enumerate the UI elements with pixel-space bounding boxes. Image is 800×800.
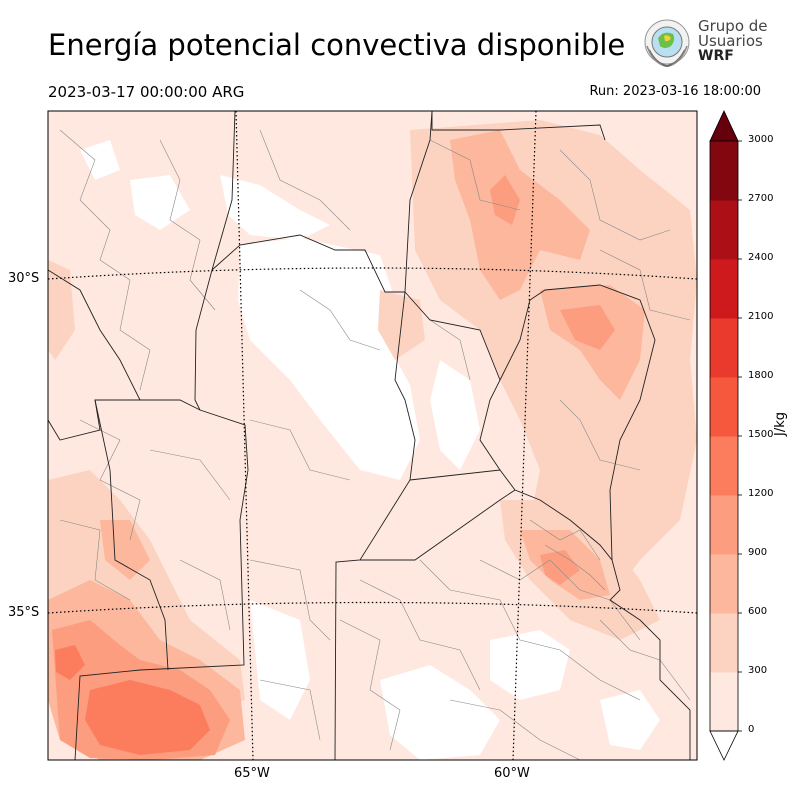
colorbar-tick-label: 0	[748, 724, 755, 735]
colorbar-segment	[710, 554, 738, 614]
colorbar-over-triangle	[709, 110, 739, 142]
map-title: Energía potencial convectiva disponible	[48, 28, 626, 62]
colorbar-tick-label: 1200	[748, 488, 774, 499]
logo-line-2: Usuarios	[698, 32, 763, 50]
colorbar-segment	[710, 318, 738, 378]
valid-time: 2023-03-17 00:00:00 ARG	[48, 83, 245, 101]
cape-field	[48, 111, 697, 760]
map-frame	[47, 110, 698, 761]
lat-label-35s: 35°S	[8, 605, 40, 620]
colorbar-tick-marks	[738, 140, 742, 732]
colorbar-segment	[710, 141, 738, 201]
logo-line-1: Grupo de	[698, 17, 768, 35]
graticule	[48, 111, 697, 760]
colorbar-segment	[710, 613, 738, 673]
cape-1200-1500-areas	[55, 645, 210, 755]
colorbar-tick-label: 1800	[748, 370, 774, 381]
colorbar-segments	[710, 141, 738, 732]
colorbar-tick-label: 900	[748, 547, 768, 558]
colorbar-under-triangle	[709, 730, 739, 761]
colorbar-tick-label: 1500	[748, 429, 774, 440]
lon-label-60w: 60°W	[494, 766, 530, 781]
colorbar-segment	[710, 259, 738, 319]
colorbar-segment	[710, 672, 738, 732]
colorbar-tick-label: 2100	[748, 311, 774, 322]
colorbar-segment	[710, 495, 738, 555]
colorbar-tick-label: 2700	[748, 193, 774, 204]
logo-line-3: WRF	[698, 48, 734, 64]
boundary-lines	[48, 111, 697, 760]
colorbar-tick-label: 2400	[748, 252, 774, 263]
colorbar	[709, 110, 742, 761]
colorbar-tick-label: 600	[748, 606, 768, 617]
colorbar-segment	[710, 436, 738, 496]
run-time: Run: 2023-03-16 18:00:00	[589, 84, 761, 99]
cape-no-value-areas	[80, 140, 660, 760]
lat-label-30s: 30°S	[8, 271, 40, 286]
colorbar-tick-label: 300	[748, 665, 768, 676]
province-boundaries	[48, 111, 691, 760]
wrf-logo: Grupo de Usuarios WRF	[638, 16, 768, 72]
department-boundaries	[59, 129, 691, 760]
colorbar-segment	[710, 377, 738, 437]
colorbar-segment	[710, 200, 738, 260]
lon-label-65w: 65°W	[234, 766, 270, 781]
logo-globe-icon	[644, 19, 690, 68]
colorbar-unit-label: J/kg	[773, 412, 788, 436]
colorbar-tick-label: 3000	[748, 134, 774, 145]
